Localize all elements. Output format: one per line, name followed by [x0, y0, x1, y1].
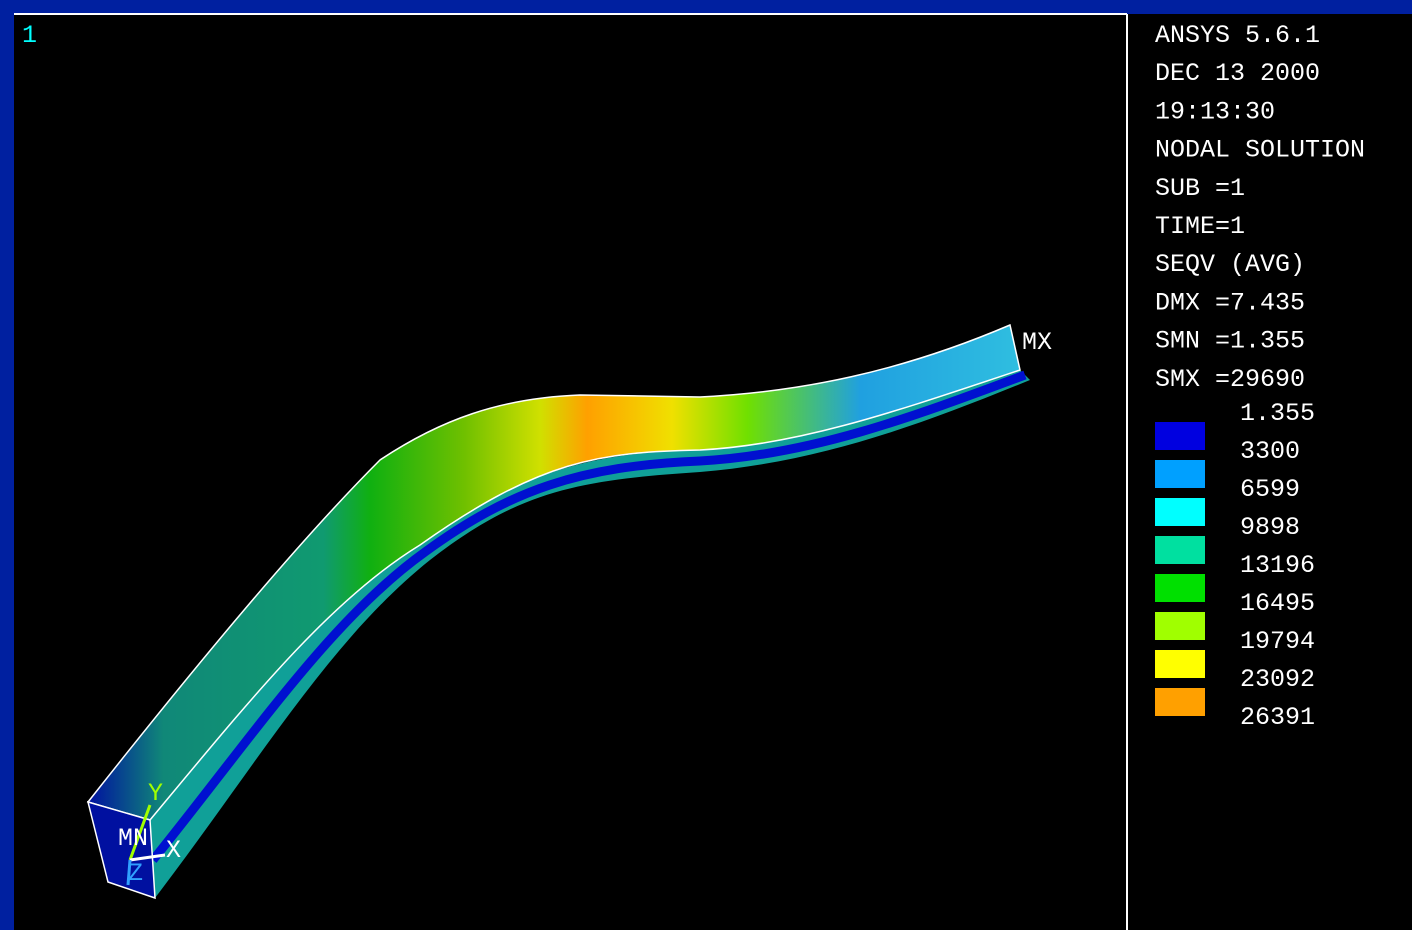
info-line: SEQV (AVG): [1155, 250, 1305, 279]
legend-swatch: [1155, 650, 1205, 678]
legend-swatch: [1155, 498, 1205, 526]
legend-level: 26391: [1240, 703, 1315, 732]
legend-level: 9898: [1240, 513, 1300, 542]
legend-level: 6599: [1240, 475, 1300, 504]
legend-level: 19794: [1240, 627, 1315, 656]
legend-level: 16495: [1240, 589, 1315, 618]
legend-swatch: [1155, 536, 1205, 564]
y-axis-label: Y: [148, 779, 163, 808]
legend-level: 3300: [1240, 437, 1300, 466]
info-line: SMX =29690: [1155, 365, 1305, 394]
graphics-area: 1 MX MN X Y Z ANSYS 5.6.1 DEC 13 2000 19:1…: [0, 0, 1412, 930]
z-axis-label: Z: [128, 859, 143, 888]
info-line: NODAL SOLUTION: [1155, 136, 1365, 165]
legend-level: 23092: [1240, 665, 1315, 694]
max-label: MX: [1022, 328, 1052, 357]
min-label: MN: [118, 824, 148, 853]
legend-swatch: [1155, 574, 1205, 602]
legend-level: 1.355: [1240, 399, 1315, 428]
info-line: ANSYS 5.6.1: [1155, 21, 1320, 50]
info-line: 19:13:30: [1155, 97, 1275, 126]
legend-swatch: [1155, 688, 1205, 716]
legend-swatch: [1155, 422, 1205, 450]
info-line: SMN =1.355: [1155, 327, 1305, 356]
info-line: SUB =1: [1155, 174, 1245, 203]
info-line: DEC 13 2000: [1155, 59, 1320, 88]
info-line: TIME=1: [1155, 212, 1245, 241]
window-number: 1: [22, 21, 37, 50]
legend-swatch: [1155, 612, 1205, 640]
info-line: DMX =7.435: [1155, 288, 1305, 317]
legend-swatch: [1155, 460, 1205, 488]
legend-level: 13196: [1240, 551, 1315, 580]
ansys-window: 1 MX MN X Y Z ANSYS 5.6.1 DEC 13 2000 19:1…: [0, 0, 1412, 930]
x-axis-label: X: [166, 836, 181, 865]
